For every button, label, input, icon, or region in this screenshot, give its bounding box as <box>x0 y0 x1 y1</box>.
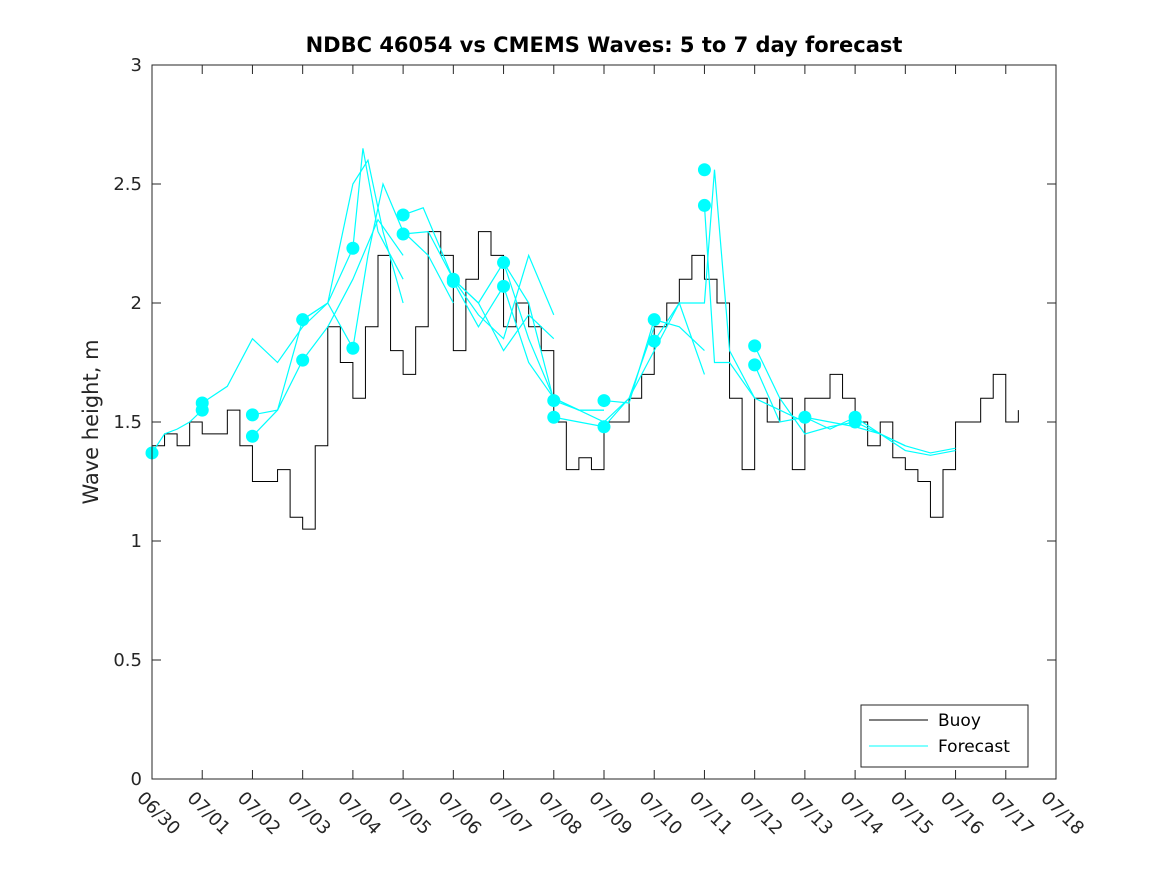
forecast-line-7 <box>403 230 555 340</box>
legend-forecast-label: Forecast <box>938 737 1010 757</box>
x-tick-label-9: 07/09 <box>584 788 636 840</box>
forecast-start-marker-9 <box>346 341 360 355</box>
x-tick-label-18: 07/18 <box>1036 788 1088 840</box>
x-tick-label-1: 07/01 <box>183 788 235 840</box>
x-tick-label-2: 07/02 <box>233 788 285 840</box>
forecast-start-marker-7 <box>296 353 310 367</box>
forecast-start-marker-11 <box>396 227 410 241</box>
series-layer <box>145 148 1019 530</box>
legend: Buoy Forecast <box>860 704 1029 768</box>
x-tick-label-16: 07/16 <box>936 788 988 840</box>
forecast-line-2 <box>201 158 404 404</box>
forecast-start-marker-6 <box>296 313 310 327</box>
forecast-line-18 <box>854 416 956 456</box>
forecast-start-marker-26 <box>798 410 812 424</box>
buoy-series-line <box>152 231 1019 530</box>
x-tick-label-5: 07/05 <box>384 788 436 840</box>
forecast-start-marker-16 <box>547 394 561 408</box>
forecast-start-marker-3 <box>195 403 209 417</box>
x-tick-label-6: 07/06 <box>434 788 486 840</box>
forecast-start-marker-15 <box>497 279 511 293</box>
x-tick-label-14: 07/14 <box>836 788 888 840</box>
x-tick-label-15: 07/15 <box>886 788 938 840</box>
forecast-start-marker-21 <box>647 334 661 348</box>
y-axis-label: Wave height, m <box>79 339 103 504</box>
x-tick-label-11: 07/11 <box>685 788 737 840</box>
forecast-start-marker-10 <box>396 208 410 222</box>
legend-buoy-label: Buoy <box>938 711 981 731</box>
forecast-line-5 <box>302 182 454 351</box>
forecast-start-marker-13 <box>446 275 460 289</box>
forecast-line-13 <box>653 169 756 399</box>
x-tick-label-17: 07/17 <box>986 788 1038 840</box>
legend-box <box>860 704 1029 768</box>
x-tick-label-3: 07/03 <box>283 788 335 840</box>
forecast-line-1 <box>151 409 203 454</box>
x-tick-label-13: 07/13 <box>785 788 837 840</box>
forecast-start-marker-14 <box>497 256 511 270</box>
x-tick-label-10: 07/10 <box>635 788 687 840</box>
forecast-start-marker-19 <box>597 420 611 434</box>
y-tick-label-6: 3 <box>131 55 142 76</box>
forecast-start-marker-18 <box>597 394 611 408</box>
y-tick-label-0: 0 <box>131 769 142 790</box>
y-tick-label-1: 0.5 <box>113 650 142 671</box>
y-tick-label-3: 1.5 <box>113 412 142 433</box>
forecast-start-marker-20 <box>647 313 661 327</box>
x-tick-label-12: 07/12 <box>735 788 787 840</box>
forecast-line-14 <box>703 205 806 423</box>
y-tick-label-5: 2.5 <box>113 174 142 195</box>
x-tick-label-7: 07/07 <box>484 788 536 840</box>
x-tick-label-8: 07/08 <box>534 788 586 840</box>
forecast-start-marker-17 <box>547 410 561 424</box>
forecast-start-marker-5 <box>245 429 259 443</box>
x-tick-label-4: 07/04 <box>333 788 385 840</box>
forecast-start-marker-25 <box>748 358 762 372</box>
forecast-start-marker-22 <box>697 163 711 177</box>
forecast-start-marker-8 <box>346 241 360 255</box>
forecast-start-marker-24 <box>748 339 762 353</box>
forecast-start-marker-4 <box>245 408 259 422</box>
chart-title: NDBC 46054 vs CMEMS Waves: 5 to 7 day fo… <box>306 33 903 57</box>
y-tick-label-2: 1 <box>131 531 142 552</box>
forecast-line-4 <box>252 218 404 437</box>
forecast-line-19 <box>854 421 956 454</box>
forecast-start-marker-23 <box>697 198 711 212</box>
x-tick-label-0: 06/30 <box>132 788 184 840</box>
y-tick-label-4: 2 <box>131 293 142 314</box>
forecast-start-marker-28 <box>848 415 862 429</box>
